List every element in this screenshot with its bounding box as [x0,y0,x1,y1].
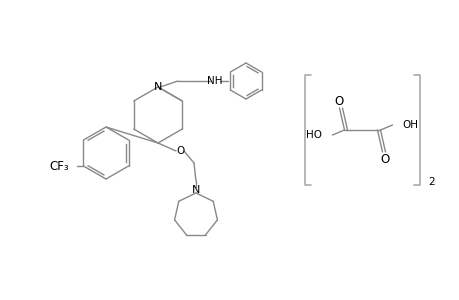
Text: CF₃: CF₃ [50,160,69,172]
Text: 2: 2 [427,177,434,187]
Text: OH: OH [402,120,418,130]
Text: N: N [153,82,162,92]
Text: NH: NH [207,76,222,86]
Text: N: N [191,185,200,195]
Text: O: O [380,152,389,166]
Text: O: O [334,94,343,107]
Text: HO: HO [306,130,322,140]
Text: O: O [177,146,185,156]
